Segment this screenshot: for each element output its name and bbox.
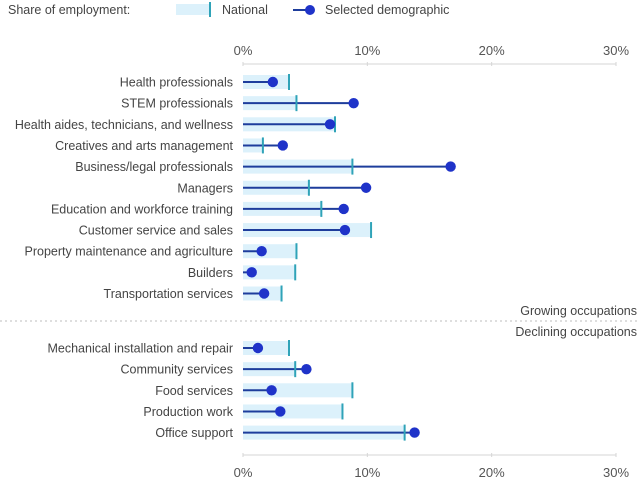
national-bar — [243, 244, 297, 259]
x-tick-label-bottom: 30% — [603, 465, 629, 480]
category-label: Transportation services — [104, 287, 233, 301]
selected-dot — [324, 119, 336, 130]
x-tick-label-bottom: 0% — [234, 465, 253, 480]
selected-dot — [267, 76, 279, 88]
legend-selected-label: Selected demographic — [325, 3, 450, 17]
selected-dot — [348, 97, 359, 109]
group-label-growing: Growing occupations — [520, 304, 637, 318]
category-label: Education and workforce training — [51, 202, 233, 216]
national-bar — [243, 265, 296, 280]
selected-dot — [256, 246, 267, 257]
category-label: STEM professionals — [121, 97, 233, 111]
selected-dot — [301, 363, 312, 375]
category-label: Food services — [155, 384, 233, 398]
category-label: Customer service and sales — [79, 224, 233, 238]
x-tick-label-bottom: 20% — [479, 465, 505, 480]
selected-dot — [277, 140, 288, 151]
category-label: Creatives and arts management — [55, 139, 233, 153]
x-tick-label-top: 30% — [603, 43, 629, 58]
category-label: Builders — [188, 266, 233, 280]
selected-dot — [275, 406, 286, 417]
national-swatch-icon — [176, 4, 210, 15]
selected-dot — [338, 203, 349, 215]
x-tick-label-top: 0% — [234, 43, 253, 58]
category-label: Health aides, technicians, and wellness — [15, 118, 233, 132]
legend-title: Share of employment: — [8, 3, 131, 17]
group-label-declining: Declining occupations — [515, 325, 637, 339]
national-bar — [243, 404, 343, 419]
national-tick-icon — [209, 2, 211, 17]
x-tick-label-top: 20% — [479, 43, 505, 58]
category-label: Mechanical installation and repair — [47, 342, 233, 356]
selected-dot — [339, 224, 351, 236]
category-label: Community services — [120, 363, 233, 377]
category-label: Production work — [143, 405, 233, 419]
category-label: Business/legal professionals — [75, 160, 233, 174]
selected-dot — [445, 161, 456, 172]
category-label: Office support — [155, 426, 233, 440]
selected-dot — [258, 288, 270, 299]
selected-line-icon — [293, 9, 309, 11]
legend-national-label: National — [222, 3, 268, 17]
category-label: Property maintenance and agriculture — [25, 245, 234, 259]
selected-dot-icon — [305, 5, 315, 15]
x-tick-label-top: 10% — [354, 43, 380, 58]
selected-dot — [409, 427, 420, 438]
category-label: Health professionals — [120, 76, 233, 90]
selected-dot — [252, 342, 264, 354]
selected-dot — [266, 385, 277, 396]
selected-dot — [360, 182, 372, 193]
category-label: Managers — [177, 181, 233, 195]
legend: Share of employment: National Selected d… — [0, 0, 640, 22]
x-tick-label-bottom: 10% — [354, 465, 380, 480]
selected-dot — [246, 267, 257, 278]
